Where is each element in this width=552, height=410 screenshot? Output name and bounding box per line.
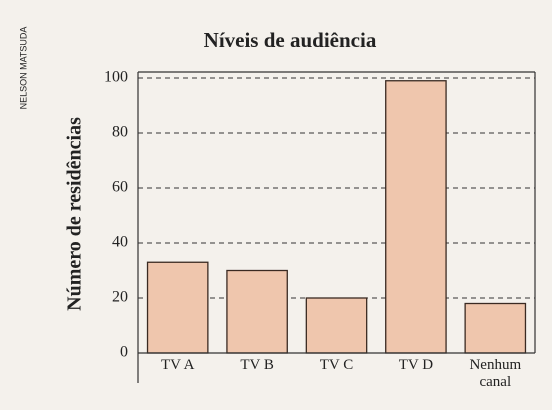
bar bbox=[146, 261, 209, 354]
chart-title: Níveis de audiência bbox=[204, 28, 377, 52]
x-tick-label: TV A bbox=[160, 357, 195, 373]
y-tick-label: 60 bbox=[112, 179, 128, 196]
y-tick-label: 80 bbox=[112, 124, 128, 141]
y-tick-label: 40 bbox=[112, 234, 128, 251]
bar bbox=[385, 80, 447, 354]
bar bbox=[464, 302, 527, 354]
x-tick-label: TV D bbox=[398, 357, 434, 373]
y-tick-label: 0 bbox=[120, 344, 128, 361]
bar bbox=[305, 297, 368, 354]
y-tick-label: 20 bbox=[112, 289, 128, 306]
y-axis-label: Número de residências bbox=[64, 117, 86, 311]
credit: NELSON MATSUDA bbox=[18, 27, 28, 110]
x-tick-label: Nenhum canal bbox=[469, 357, 522, 390]
bar bbox=[226, 269, 288, 354]
x-tick-label: TV B bbox=[240, 357, 274, 373]
y-tick-label: 100 bbox=[104, 69, 128, 86]
x-tick-label: TV C bbox=[319, 357, 354, 373]
